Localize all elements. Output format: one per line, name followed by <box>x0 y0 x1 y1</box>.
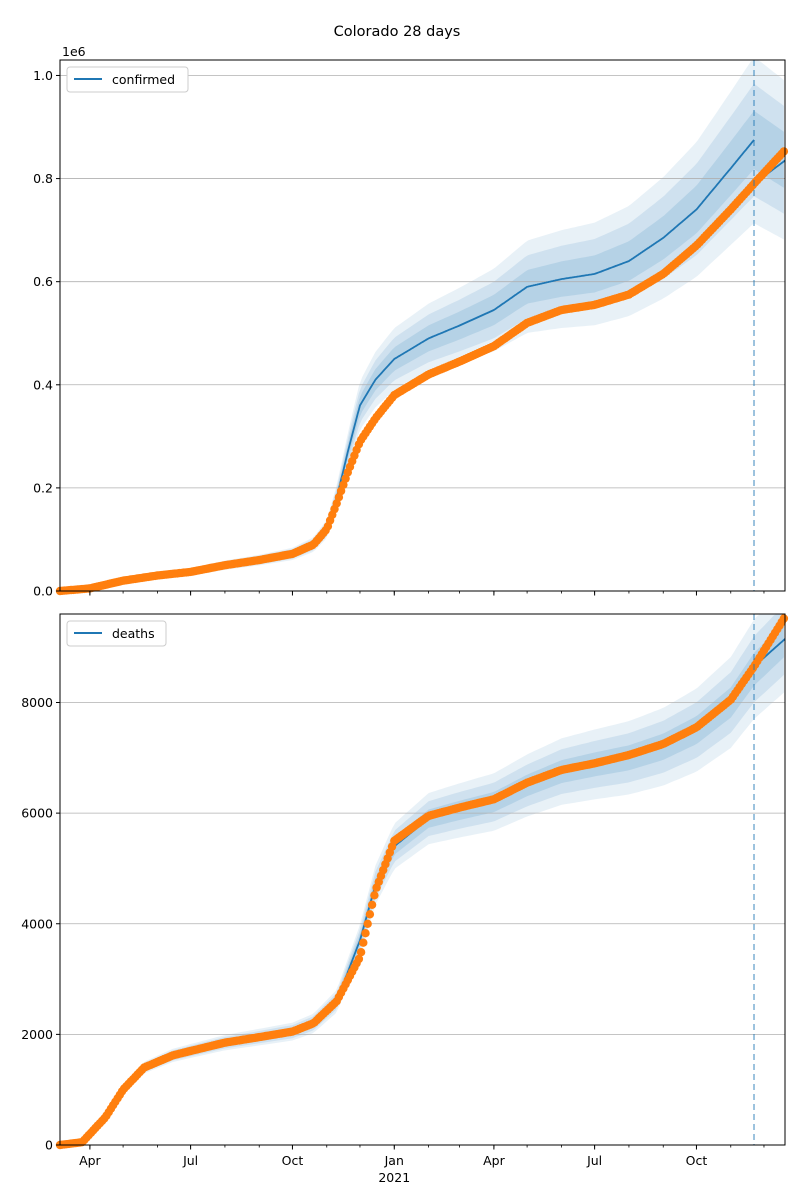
confirmed-uncertainty-bands <box>60 60 784 591</box>
deaths-observed-point <box>359 938 368 947</box>
figure-title: Colorado 28 days <box>334 24 461 40</box>
deaths-y-tick-label: 4000 <box>21 916 53 931</box>
confirmed-x-axis <box>89 591 765 596</box>
deaths-x-axis: Apr Jul Oct Jan Apr Jul Oct 2021 <box>79 1145 765 1185</box>
deaths-panel: 0 2000 4000 6000 8000 Apr Jul Oct Jan Apr Jul Oct 2… <box>21 613 789 1185</box>
deaths-observed-point <box>354 954 364 964</box>
deaths-y-axis: 0 2000 4000 6000 8000 <box>21 695 60 1153</box>
confirmed-y-tick-label: 1.0 <box>33 68 53 83</box>
deaths-y-tick-label: 0 <box>45 1138 53 1153</box>
confirmed-legend: confirmed <box>66 66 189 93</box>
confirmed-observed-points <box>55 147 789 596</box>
confirmed-legend-box <box>66 66 189 93</box>
deaths-x-tick-label: Jul <box>182 1153 198 1168</box>
deaths-band-inner <box>60 622 784 1145</box>
deaths-y-tick-label: 8000 <box>21 695 53 710</box>
confirmed-band-middle <box>60 83 784 591</box>
deaths-legend-box <box>66 620 167 647</box>
deaths-observed-point <box>356 948 366 957</box>
confirmed-band-outer <box>60 60 784 591</box>
deaths-axes-frame <box>59 613 786 1146</box>
deaths-x-year-label: 2021 <box>378 1170 410 1185</box>
deaths-band-middle <box>60 614 784 1145</box>
confirmed-band-inner <box>60 110 784 591</box>
deaths-x-tick-label: Apr <box>79 1153 101 1168</box>
deaths-observed-point <box>370 891 379 900</box>
deaths-observed-points <box>55 614 789 1150</box>
deaths-x-tick-label: Jul <box>586 1153 602 1168</box>
confirmed-y-axis: 0.0 0.2 0.4 0.6 0.8 1.0 <box>33 68 60 599</box>
deaths-y-tick-label: 6000 <box>21 806 53 821</box>
confirmed-y-tick-label: 0.8 <box>33 171 53 186</box>
deaths-observed-point <box>361 929 370 938</box>
deaths-observed-point <box>367 900 377 909</box>
deaths-legend-label: deaths <box>112 626 155 641</box>
confirmed-y-tick-label: 0.0 <box>33 584 53 599</box>
confirmed-y-tick-label: 0.6 <box>33 274 53 289</box>
deaths-observed-point <box>363 919 372 928</box>
confirmed-y-tick-label: 0.4 <box>33 377 53 392</box>
confirmed-panel: 0.0 0.2 0.4 0.6 0.8 1.0 1e6 confirmed <box>33 44 789 599</box>
deaths-x-tick-label: Oct <box>282 1153 304 1168</box>
deaths-x-tick-label: Oct <box>686 1153 708 1168</box>
deaths-legend: deaths <box>66 620 167 647</box>
confirmed-y-tick-label: 0.2 <box>33 480 53 495</box>
deaths-y-tick-label: 2000 <box>21 1027 53 1042</box>
deaths-observed-point <box>365 910 375 919</box>
confirmed-legend-label: confirmed <box>112 72 175 87</box>
confirmed-axes-frame <box>59 59 786 592</box>
deaths-uncertainty-bands <box>60 614 784 1145</box>
deaths-x-tick-label: Jan <box>384 1153 404 1168</box>
confirmed-observed-point <box>779 147 789 156</box>
deaths-band-outer <box>60 614 784 1145</box>
deaths-x-tick-label: Apr <box>483 1153 505 1168</box>
confirmed-y-offset-label: 1e6 <box>62 44 86 59</box>
deaths-observed-point <box>779 614 789 623</box>
